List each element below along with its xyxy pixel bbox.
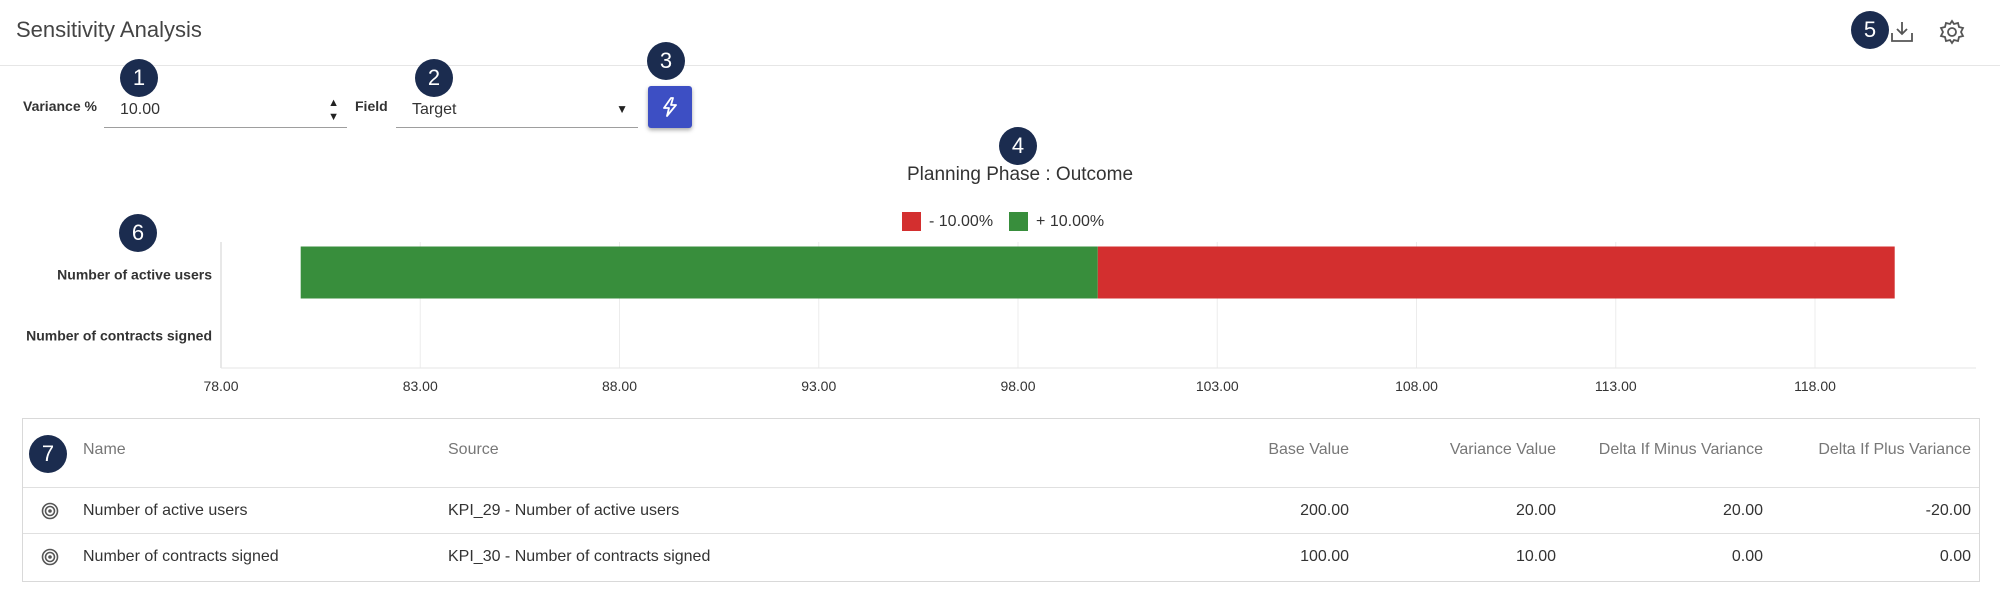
chart-legend: - 10.00% + 10.00% xyxy=(902,212,1120,231)
cell-variance-value: 10.00 xyxy=(1515,548,1556,565)
x-tick-label: 93.00 xyxy=(801,378,836,394)
lightning-icon xyxy=(663,97,677,117)
x-tick-label: 98.00 xyxy=(1000,378,1035,394)
page-title: Sensitivity Analysis xyxy=(16,17,202,42)
chart-title: Planning Phase : Outcome xyxy=(906,164,1134,185)
variance-label: Variance % xyxy=(23,98,97,114)
cell-source: KPI_30 - Number of contracts signed xyxy=(448,548,711,565)
tornado-chart: 78.00 83.00 88.00 93.00 98.00 103.00 108.00 113… xyxy=(26,242,1976,394)
legend-item-minus[interactable]: - 10.00% xyxy=(902,212,993,231)
bar-minus xyxy=(1097,246,1895,299)
x-tick-label: 118.00 xyxy=(1794,378,1836,394)
callout-badge-1: 1 xyxy=(120,59,158,97)
col-header-name[interactable]: Name xyxy=(83,441,126,458)
variance-value: 10.00 xyxy=(120,101,161,118)
col-header-source[interactable]: Source xyxy=(448,441,499,458)
download-icon[interactable] xyxy=(1884,14,1920,50)
x-tick-label: 83.00 xyxy=(403,378,438,394)
panel-header: Sensitivity Analysis xyxy=(0,0,2000,66)
callout-badge-3: 3 xyxy=(647,42,685,80)
x-tick-label: 103.00 xyxy=(1196,378,1239,394)
legend-label-minus: - 10.00% xyxy=(929,212,994,230)
legend-swatch-minus xyxy=(902,212,921,231)
cell-base-value: 200.00 xyxy=(1300,502,1349,519)
table-row[interactable]: Number of contracts signed KPI_30 - Numb… xyxy=(23,533,1979,579)
callout-badge-5: 5 xyxy=(1851,11,1889,49)
results-table: Name Source Base Value Variance Value De… xyxy=(22,418,1980,582)
callout-badge-6: 6 xyxy=(119,214,157,252)
field-label: Field xyxy=(355,98,388,114)
target-icon xyxy=(41,548,59,571)
table-row[interactable]: Number of active users KPI_29 - Number o… xyxy=(23,487,1979,533)
target-icon xyxy=(41,502,59,525)
bar-plus xyxy=(300,246,1098,299)
gear-icon[interactable] xyxy=(1934,14,1970,50)
legend-swatch-plus xyxy=(1009,212,1029,231)
cell-delta-minus: 0.00 xyxy=(1731,548,1763,565)
x-tick-label: 88.00 xyxy=(602,378,637,394)
cell-name: Number of contracts signed xyxy=(83,548,279,565)
col-header-variance-value[interactable]: Variance Value xyxy=(1449,441,1556,458)
x-tick-label: 78.00 xyxy=(203,378,238,394)
variance-stepper[interactable]: ▲ ▼ xyxy=(328,97,339,123)
field-selected-value: Target xyxy=(412,101,457,118)
cell-base-value: 100.00 xyxy=(1300,548,1349,565)
cell-variance-value: 20.00 xyxy=(1515,502,1556,519)
cell-delta-minus: 20.00 xyxy=(1722,502,1763,519)
cell-delta-plus: -20.00 xyxy=(1925,502,1971,519)
field-select[interactable]: Target ▼ xyxy=(396,92,638,128)
x-tick-label: 113.00 xyxy=(1595,378,1637,394)
run-analysis-button[interactable] xyxy=(648,86,692,128)
col-header-delta-plus[interactable]: Delta If Plus Variance xyxy=(1818,441,1971,458)
legend-label-plus: + 10.00% xyxy=(1036,212,1105,230)
chevron-down-icon: ▼ xyxy=(616,102,628,116)
x-tick-label: 108.00 xyxy=(1395,378,1438,394)
callout-badge-4: 4 xyxy=(999,127,1037,165)
cell-source: KPI_29 - Number of active users xyxy=(448,502,680,519)
col-header-base-value[interactable]: Base Value xyxy=(1268,441,1349,458)
callout-badge-2: 2 xyxy=(415,59,453,97)
col-header-delta-minus[interactable]: Delta If Minus Variance xyxy=(1598,441,1763,458)
cell-delta-plus: 0.00 xyxy=(1939,548,1971,565)
cell-name: Number of active users xyxy=(83,502,248,519)
y-category-label: Number of active users xyxy=(57,267,212,283)
callout-badge-7: 7 xyxy=(29,435,67,473)
legend-item-plus[interactable]: + 10.00% xyxy=(1009,212,1104,231)
y-category-label: Number of contracts signed xyxy=(26,328,212,344)
variance-input[interactable]: 10.00 ▲ ▼ xyxy=(104,92,347,128)
